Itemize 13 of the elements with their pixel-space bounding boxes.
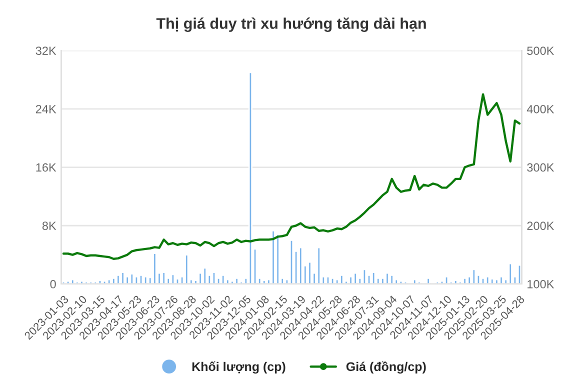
y-tick-label: 24K <box>36 104 56 114</box>
y2-tick-label: 400K <box>526 104 554 114</box>
chart-title: Thị giá duy trì xu hướng tăng dài hạn <box>156 18 426 32</box>
y-tick-label: 32K <box>36 46 56 55</box>
y-tick-label: 8K <box>42 222 56 230</box>
y2-tick-label: 500K <box>527 46 554 55</box>
y-tick-label: 16K <box>36 163 56 172</box>
legend-label: Giá (đồng/cp) <box>346 361 426 374</box>
y2-tick-label: 200K <box>527 222 554 230</box>
y2-tick-label: 300K <box>527 163 554 172</box>
legend-label: Khối lượng (cp) <box>192 361 286 374</box>
y2-tick-label: 100K <box>528 280 554 288</box>
y-tick-label: 0 <box>50 280 56 288</box>
